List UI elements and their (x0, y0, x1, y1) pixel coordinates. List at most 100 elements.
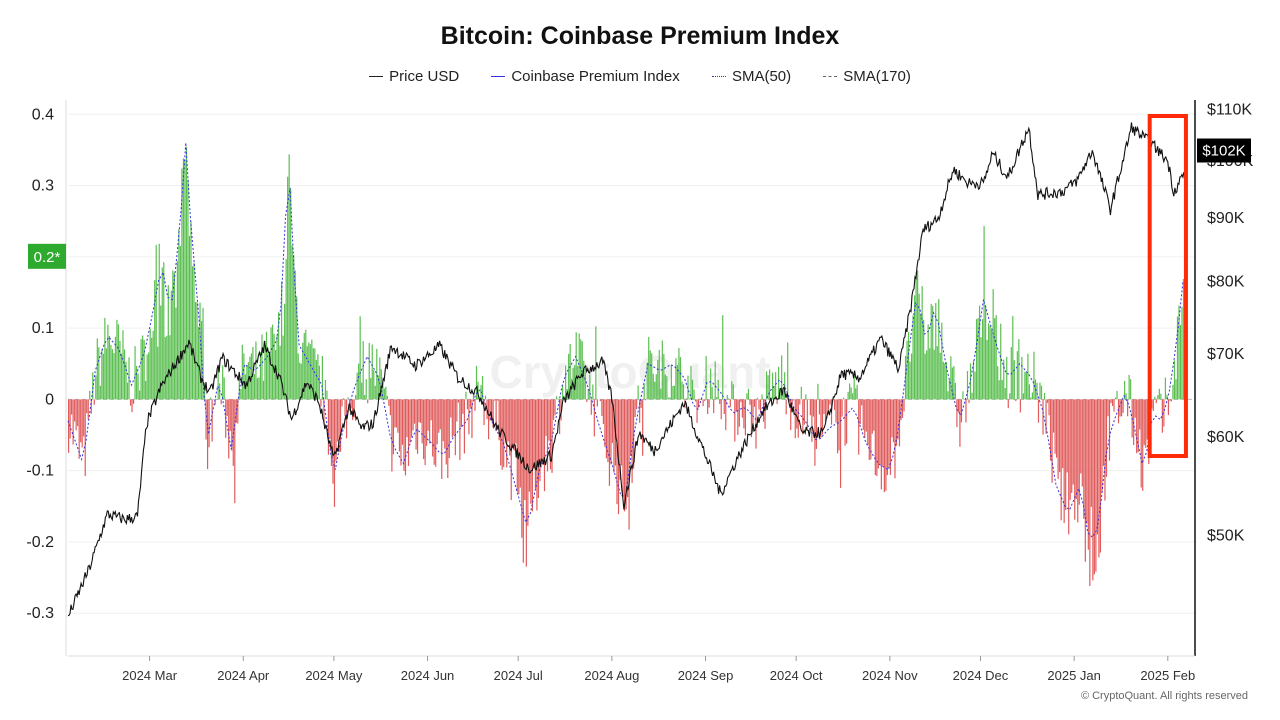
premium-bar (376, 348, 378, 400)
premium-bar (669, 397, 671, 400)
premium-bar (876, 399, 878, 476)
premium-bar (74, 399, 76, 422)
premium-bar (126, 382, 129, 400)
premium-bar (765, 371, 768, 400)
chart-title: Bitcoin: Coinbase Premium Index (440, 22, 840, 50)
premium-bar (675, 358, 677, 400)
premium-bars (68, 147, 1188, 587)
premium-bar (882, 399, 884, 467)
premium-bar (389, 399, 391, 416)
premium-bar (151, 337, 153, 400)
current-premium-label: 0.2* (34, 249, 61, 266)
premium-bar (108, 336, 110, 400)
premium-bar (1068, 399, 1070, 535)
premium-bar (303, 332, 305, 400)
premium-bar (453, 399, 455, 436)
premium-bar (122, 330, 124, 400)
premium-bar (318, 365, 320, 400)
premium-bar (663, 353, 665, 400)
premium-bar (898, 399, 901, 447)
premium-bar (815, 399, 818, 449)
legend-item-sma50[interactable]: SMA(50) (711, 68, 792, 85)
premium-bar (1173, 360, 1176, 400)
premium-bar (874, 399, 876, 476)
premium-bar (469, 399, 472, 408)
premium-bar (208, 399, 210, 448)
legend-item-sma170[interactable]: SMA(170) (823, 68, 911, 85)
premium-bar (132, 399, 135, 404)
premium-bar (867, 399, 869, 445)
legend-item-premium[interactable]: Coinbase Premium Index (491, 68, 680, 85)
premium-bar (855, 388, 857, 400)
premium-bar (377, 375, 379, 400)
premium-bar (226, 399, 228, 416)
premium-bar (1139, 399, 1141, 430)
premium-bar (235, 399, 237, 423)
premium-bar (642, 399, 644, 456)
premium-bar (537, 399, 540, 499)
legend-item-price[interactable]: Price USD (369, 68, 459, 85)
premium-bar (406, 399, 408, 438)
premium-bar (954, 382, 956, 400)
premium-bar (688, 398, 691, 400)
premium-bar (574, 365, 576, 400)
premium-bar (327, 399, 330, 455)
premium-bar (939, 352, 941, 400)
premium-bar (595, 326, 597, 400)
premium-bar (590, 399, 592, 415)
premium-bar (364, 395, 366, 400)
premium-bar (791, 399, 793, 406)
premium-bar (1140, 399, 1142, 488)
premium-bar (654, 381, 656, 400)
legend-label-sma50: SMA(50) (731, 68, 792, 85)
premium-bar (767, 375, 769, 400)
premium-bar (308, 342, 310, 400)
premium-bar (812, 399, 814, 417)
premium-bar (639, 399, 641, 423)
premium-bar (880, 399, 882, 490)
premium-bar (284, 303, 286, 400)
premium-bar (430, 399, 432, 421)
premium-bar (355, 395, 357, 400)
premium-bar (119, 340, 121, 400)
premium-bar (841, 399, 843, 417)
premium-bar (321, 355, 323, 400)
premium-bar (176, 260, 178, 400)
premium-bar (1155, 399, 1157, 404)
premium-bar (782, 390, 784, 400)
premium-bar (1120, 399, 1123, 417)
premium-bar (395, 399, 398, 428)
premium-bar (723, 399, 725, 414)
premium-bar (528, 399, 530, 492)
premium-bar (1081, 399, 1083, 487)
y-left-tick-label: 0.4 (32, 106, 54, 123)
premium-bar (267, 347, 269, 400)
premium-bar (843, 397, 845, 400)
x-tick-label: 2025 Feb (1140, 668, 1195, 683)
premium-bar (1037, 399, 1040, 423)
premium-bar (710, 368, 712, 400)
premium-bar (577, 366, 579, 400)
premium-bar (146, 354, 148, 400)
premium-bar (120, 353, 123, 400)
premium-bar (1167, 399, 1170, 416)
premium-bar (294, 270, 296, 400)
premium-bar (602, 399, 604, 425)
premium-bar (555, 396, 558, 400)
premium-bar (330, 399, 333, 466)
premium-bar (287, 176, 289, 400)
premium-bar (1093, 399, 1095, 575)
premium-bar (847, 391, 849, 400)
premium-bar (338, 399, 340, 453)
premium-bar (960, 399, 963, 423)
premium-bar (849, 383, 851, 400)
premium-bar (737, 399, 739, 435)
premium-bar (99, 385, 101, 400)
premium-bar (901, 399, 904, 418)
premium-bar (817, 383, 819, 400)
premium-bar (682, 384, 685, 400)
premium-bar (844, 399, 846, 446)
premium-bar (953, 366, 955, 400)
premium-bar (975, 319, 978, 400)
x-tick-label: 2024 Apr (217, 668, 270, 683)
